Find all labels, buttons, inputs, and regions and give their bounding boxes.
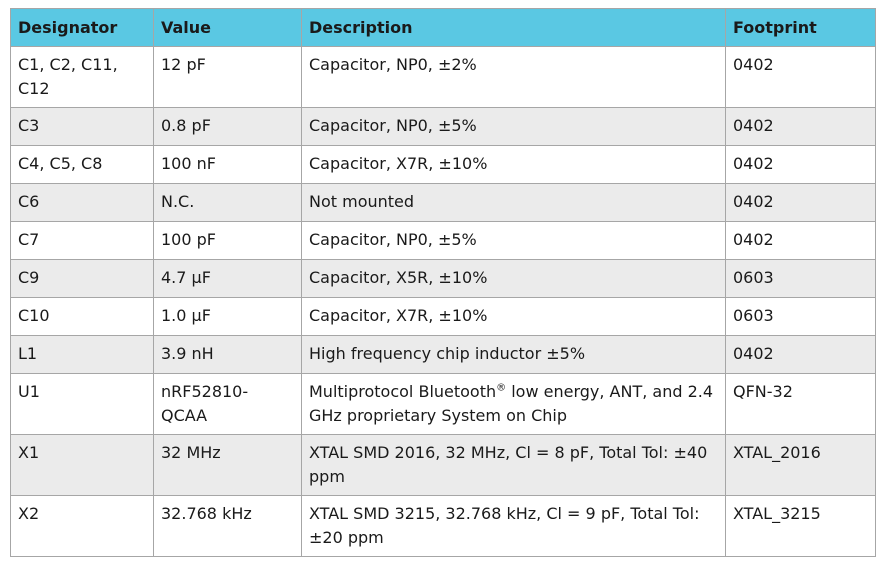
cell-description: High frequency chip inductor ±5% (301, 335, 726, 374)
cell-designator: C1, C2, C11, C12 (10, 46, 154, 108)
cell-value: 32.768 kHz (153, 495, 302, 557)
cell-footprint: 0402 (725, 183, 876, 222)
cell-description: Capacitor, NP0, ±2% (301, 46, 726, 108)
table-row: C4, C5, C8 100 nF Capacitor, X7R, ±10% 0… (10, 145, 876, 184)
table-row: X2 32.768 kHz XTAL SMD 3215, 32.768 kHz,… (10, 495, 876, 557)
header-designator: Designator (10, 8, 154, 47)
table-row: C10 1.0 µF Capacitor, X7R, ±10% 0603 (10, 297, 876, 336)
header-row: Designator Value Description Footprint (10, 8, 876, 47)
cell-footprint: XTAL_2016 (725, 434, 876, 496)
table-row: L1 3.9 nH High frequency chip inductor ±… (10, 335, 876, 374)
cell-designator: C6 (10, 183, 154, 222)
cell-description: Not mounted (301, 183, 726, 222)
header-description: Description (301, 8, 726, 47)
cell-description: Capacitor, X5R, ±10% (301, 259, 726, 298)
cell-value: 100 nF (153, 145, 302, 184)
cell-description: Capacitor, X7R, ±10% (301, 297, 726, 336)
table-row: C9 4.7 µF Capacitor, X5R, ±10% 0603 (10, 259, 876, 298)
cell-value: N.C. (153, 183, 302, 222)
cell-footprint: 0402 (725, 221, 876, 260)
cell-value: 3.9 nH (153, 335, 302, 374)
cell-value: 1.0 µF (153, 297, 302, 336)
cell-designator: U1 (10, 373, 154, 435)
table-row: C3 0.8 pF Capacitor, NP0, ±5% 0402 (10, 107, 876, 146)
table-row: X1 32 MHz XTAL SMD 2016, 32 MHz, Cl = 8 … (10, 434, 876, 496)
header-footprint: Footprint (725, 8, 876, 47)
description-text: Multiprotocol Bluetooth (309, 382, 497, 401)
cell-value: nRF52810-QCAA (153, 373, 302, 435)
bom-table: Designator Value Description Footprint C… (10, 8, 876, 557)
cell-value: 32 MHz (153, 434, 302, 496)
table-row: U1 nRF52810-QCAA Multiprotocol Bluetooth… (10, 373, 876, 435)
cell-footprint: 0402 (725, 145, 876, 184)
cell-footprint: 0402 (725, 107, 876, 146)
cell-footprint: 0603 (725, 297, 876, 336)
description-text-rest: low energy, ANT, and 2.4 GHz proprietary… (309, 382, 714, 425)
cell-designator: C7 (10, 221, 154, 260)
registered-mark: ® (496, 382, 507, 394)
cell-designator: C9 (10, 259, 154, 298)
table-row: C1, C2, C11, C12 12 pF Capacitor, NP0, ±… (10, 46, 876, 108)
header-value: Value (153, 8, 302, 47)
cell-value: 100 pF (153, 221, 302, 260)
table-row: C7 100 pF Capacitor, NP0, ±5% 0402 (10, 221, 876, 260)
cell-designator: C4, C5, C8 (10, 145, 154, 184)
cell-designator: C10 (10, 297, 154, 336)
cell-footprint: 0603 (725, 259, 876, 298)
cell-value: 12 pF (153, 46, 302, 108)
cell-description: XTAL SMD 2016, 32 MHz, Cl = 8 pF, Total … (301, 434, 726, 496)
cell-designator: L1 (10, 335, 154, 374)
cell-description: Capacitor, NP0, ±5% (301, 107, 726, 146)
cell-footprint: 0402 (725, 46, 876, 108)
cell-designator: C3 (10, 107, 154, 146)
cell-designator: X1 (10, 434, 154, 496)
cell-footprint: QFN-32 (725, 373, 876, 435)
cell-description: Capacitor, X7R, ±10% (301, 145, 726, 184)
cell-value: 4.7 µF (153, 259, 302, 298)
cell-description: Multiprotocol Bluetooth® low energy, ANT… (301, 373, 726, 435)
cell-designator: X2 (10, 495, 154, 557)
bom-table-container: Designator Value Description Footprint C… (10, 8, 876, 557)
table-row: C6 N.C. Not mounted 0402 (10, 183, 876, 222)
cell-description: Capacitor, NP0, ±5% (301, 221, 726, 260)
cell-value: 0.8 pF (153, 107, 302, 146)
cell-footprint: 0402 (725, 335, 876, 374)
cell-footprint: XTAL_3215 (725, 495, 876, 557)
cell-description: XTAL SMD 3215, 32.768 kHz, Cl = 9 pF, To… (301, 495, 726, 557)
